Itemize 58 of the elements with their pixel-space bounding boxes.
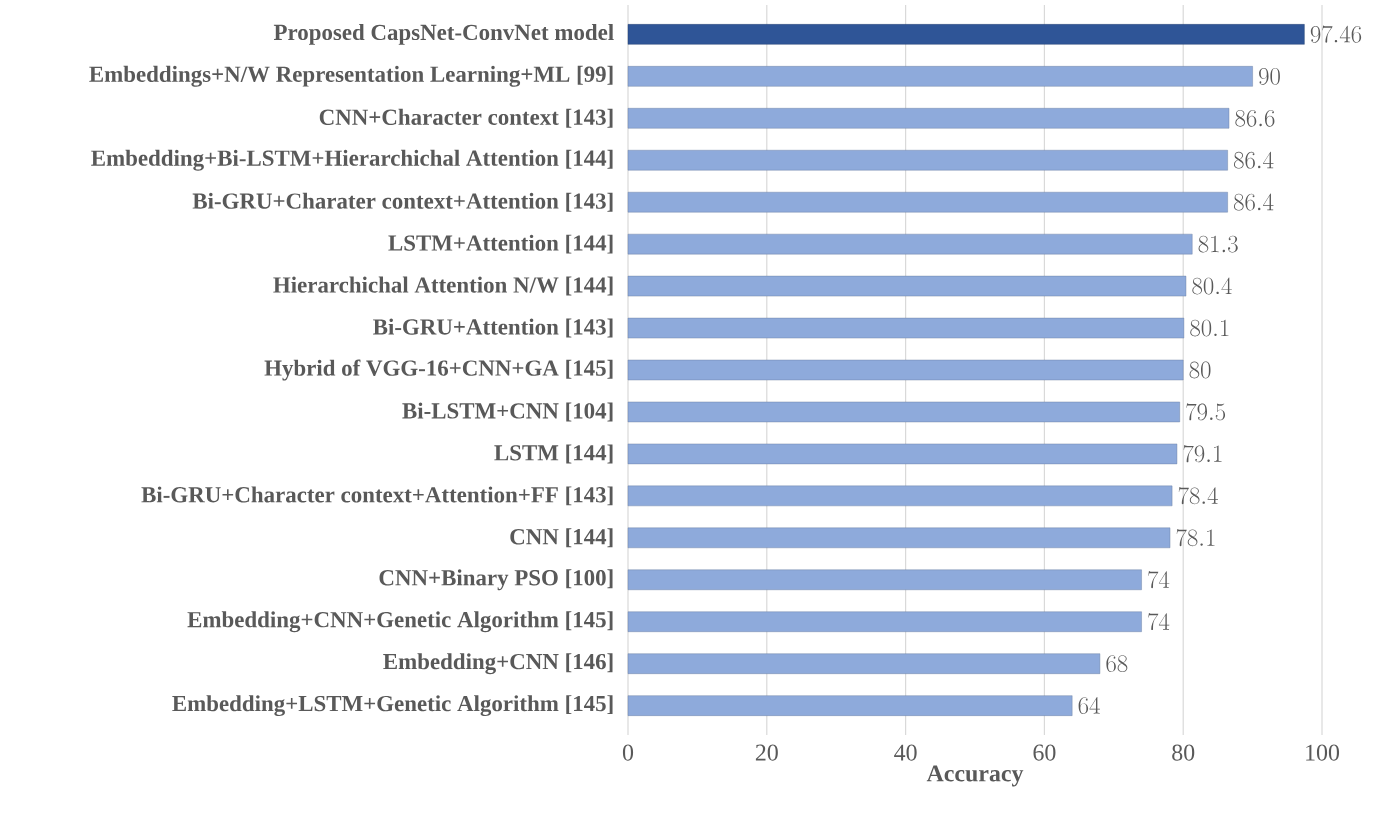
data-label: 80.4 — [1192, 277, 1232, 295]
bar — [627, 401, 1180, 423]
data-label: 78.4 — [1178, 487, 1218, 505]
x-tick-label: 20 — [755, 744, 778, 761]
data-label: 81 .3 — [1198, 235, 1238, 253]
y-tick-label: CNN [144] — [510, 528, 613, 548]
y-tick-label: LSTM+Attention [144] — [388, 234, 613, 254]
y-tick-label: Bi-GRU+Attention [143] — [373, 318, 613, 338]
bar — [627, 150, 1228, 171]
data-label: 64 — [1078, 697, 1100, 715]
data-label: 86.4 — [1233, 193, 1274, 211]
data-label: 80. 1 — [1190, 319, 1229, 337]
x-tick-label: 0 — [622, 744, 634, 761]
bar — [627, 191, 1228, 213]
x-tick-label: 60 — [1033, 744, 1056, 761]
x-tick-label: 40 — [894, 744, 917, 761]
y-tick-label: Hierarchichal Attention N/W [144] — [273, 276, 613, 296]
bar — [627, 66, 1253, 87]
bar — [627, 569, 1142, 590]
bar — [627, 695, 1073, 716]
data-label: 79.5 — [1186, 403, 1226, 421]
y-tick-label: CNN+Character context [143] — [319, 108, 613, 128]
bar — [627, 233, 1193, 255]
y-tick-label: Embedding+Bi-LSTM+Hierarchichal Attention [144] — [91, 149, 613, 171]
y-tick-label: Bi-GRU+Character context+Attention+FF [143] — [141, 486, 613, 506]
bar — [627, 653, 1101, 674]
data-label: 97.46 — [1310, 25, 1362, 43]
data-label: 86.4 — [1233, 151, 1274, 169]
y-tick-label: Embedding+LSTM+Genetic Algorithm [145] — [172, 695, 613, 717]
y-tick-label: Bi-GRU+Charater context+Attention [143] — [192, 192, 613, 212]
bar — [627, 108, 1230, 129]
x-tick-label: 80 — [1172, 744, 1195, 761]
y-tick-label: LSTM [144] — [494, 444, 613, 464]
y-tick-label: Embedding+CNN+Genetic Algorithm [145] — [187, 611, 613, 633]
y-tick-label: Embedding+CNN [146] — [383, 653, 613, 675]
x-tick-label: 100 — [1306, 744, 1340, 761]
data-label: 78. 1 — [1176, 529, 1215, 547]
bar — [627, 485, 1173, 507]
bar — [627, 275, 1187, 297]
data-label: 74 — [1148, 570, 1170, 589]
data-label: 80 — [1189, 361, 1211, 379]
bar — [627, 359, 1184, 381]
data-label: 86.6 — [1235, 109, 1275, 127]
y-tick-label: Proposed CapsNet-ConvNet model — [273, 23, 614, 45]
y-tick-label: Hybrid of VGG-16+CNN+GA [145] — [264, 359, 613, 381]
x-axis-title: Accuracy — [926, 765, 1024, 787]
bar — [627, 317, 1185, 339]
bar — [627, 443, 1178, 465]
y-tick-label: Embeddings+N/W Representation Learning+ML [99] — [89, 65, 613, 87]
data-label: 90 — [1259, 67, 1280, 85]
bar — [627, 527, 1171, 549]
y-tick-label: CNN+Binary PSO [100] — [379, 569, 613, 591]
data-label: 68 — [1106, 655, 1128, 673]
y-tick-label: Bi-LSTM+CNN [104] — [402, 402, 613, 422]
data-label: 74 — [1148, 612, 1170, 631]
bar — [627, 611, 1142, 632]
bar — [627, 24, 1305, 45]
data-label: 79. 1 — [1183, 445, 1222, 463]
